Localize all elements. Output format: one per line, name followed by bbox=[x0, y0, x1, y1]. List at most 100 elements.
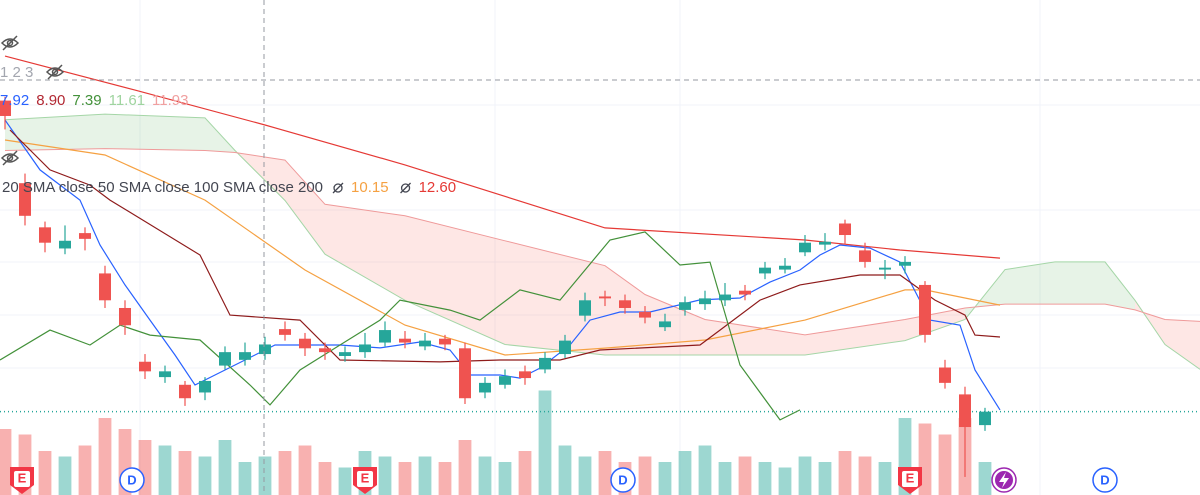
volume-bar bbox=[698, 445, 712, 495]
volume-bar bbox=[438, 462, 452, 495]
candle-body bbox=[739, 290, 751, 295]
candles-layer bbox=[0, 96, 991, 477]
cloud-fill bbox=[325, 204, 405, 301]
candle-body bbox=[339, 352, 351, 356]
candle-body bbox=[479, 382, 491, 393]
event-shape bbox=[119, 467, 145, 493]
eye-icon[interactable] bbox=[45, 64, 65, 80]
event-inner bbox=[14, 471, 30, 487]
cloud-fill bbox=[405, 215, 505, 345]
volume-bar bbox=[678, 451, 692, 495]
volume-bar bbox=[738, 456, 752, 495]
event-badge[interactable]: E bbox=[10, 467, 34, 494]
event-badge[interactable]: D bbox=[1092, 467, 1118, 493]
volume-bar bbox=[278, 451, 292, 495]
event-badge[interactable]: E bbox=[353, 467, 377, 494]
legend-icon bbox=[400, 182, 412, 194]
volume-bar bbox=[338, 467, 352, 495]
candle-body bbox=[219, 352, 231, 366]
volume-bar bbox=[638, 456, 652, 495]
volume-bar bbox=[38, 451, 52, 495]
lines-layer bbox=[0, 55, 1001, 421]
candle-body bbox=[719, 294, 731, 301]
volume-bar bbox=[318, 462, 332, 495]
candle-body bbox=[119, 307, 131, 326]
candle-body bbox=[519, 371, 531, 379]
candle-body bbox=[859, 250, 871, 262]
volume-bar bbox=[458, 440, 472, 495]
candle-body bbox=[299, 338, 311, 349]
volume-bar bbox=[558, 445, 572, 495]
volume-bar bbox=[758, 462, 772, 495]
event-label: D bbox=[127, 472, 136, 487]
candle-body bbox=[419, 340, 431, 347]
event-label: D bbox=[618, 472, 627, 487]
candle-body bbox=[799, 242, 811, 253]
volume-bar bbox=[838, 451, 852, 495]
candle-body bbox=[979, 411, 991, 426]
candle-body bbox=[139, 361, 151, 372]
candle-body bbox=[99, 273, 111, 301]
event-label: E bbox=[906, 470, 915, 485]
candle-body bbox=[359, 344, 371, 353]
volume-bar bbox=[878, 462, 892, 495]
candle-body bbox=[699, 298, 711, 305]
event-badge[interactable]: D bbox=[610, 467, 636, 493]
volume-bar bbox=[398, 462, 412, 495]
volume-layer bbox=[0, 390, 1200, 495]
null-icon bbox=[400, 183, 411, 193]
event-badge[interactable]: E bbox=[898, 467, 922, 494]
volume-bar bbox=[0, 429, 12, 495]
candle-body bbox=[459, 348, 471, 399]
volume-bar bbox=[258, 456, 272, 495]
event-shape bbox=[1092, 467, 1118, 493]
cloud-fill bbox=[1105, 261, 1135, 310]
volume-bar bbox=[598, 451, 612, 495]
candle-body bbox=[599, 296, 611, 299]
cloud-fill bbox=[105, 114, 205, 151]
event-label: D bbox=[1100, 472, 1109, 487]
eye-icon[interactable] bbox=[0, 150, 20, 166]
event-shape bbox=[610, 467, 636, 493]
candle-body bbox=[959, 394, 971, 428]
volume-bar bbox=[418, 456, 432, 495]
candle-body bbox=[579, 300, 591, 316]
candle-body bbox=[499, 376, 511, 385]
null-icon-slash bbox=[400, 182, 412, 194]
event-badge[interactable]: D bbox=[119, 467, 145, 493]
volume-bar bbox=[298, 445, 312, 495]
candle-body bbox=[619, 300, 631, 308]
candle-body bbox=[759, 267, 771, 274]
candle-body bbox=[179, 384, 191, 399]
legend-value: 7.39 bbox=[72, 92, 101, 109]
candle-body bbox=[379, 330, 391, 343]
volume-bar bbox=[798, 456, 812, 495]
indicator-line bbox=[9, 129, 1001, 363]
sma-label: 20 SMA close 50 SMA close 100 SMA close … bbox=[2, 179, 323, 196]
eye-icon[interactable] bbox=[0, 35, 20, 51]
volume-bar bbox=[378, 456, 392, 495]
legend-value: 11.93 bbox=[152, 92, 188, 109]
candle-body bbox=[79, 233, 91, 239]
volume-bar bbox=[538, 390, 552, 495]
volume-bar bbox=[578, 456, 592, 495]
indicator-line bbox=[0, 231, 801, 421]
cloud-span-a bbox=[4, 113, 1200, 370]
legend-value: 8.90 bbox=[36, 92, 65, 109]
volume-bar bbox=[238, 462, 252, 495]
candle-body bbox=[899, 261, 911, 266]
legend-icon bbox=[332, 182, 344, 194]
candle-body bbox=[639, 311, 651, 318]
candle-body bbox=[919, 284, 931, 335]
event-inner bbox=[357, 471, 373, 487]
candle-body bbox=[319, 348, 331, 353]
candle-body bbox=[399, 338, 411, 343]
volume-bar bbox=[198, 456, 212, 495]
volume-bar bbox=[178, 451, 192, 495]
candle-body bbox=[819, 241, 831, 245]
candle-body bbox=[879, 267, 891, 270]
legend-value: 7.92 bbox=[0, 92, 29, 109]
candle-body bbox=[199, 380, 211, 393]
candle-body bbox=[19, 183, 31, 216]
